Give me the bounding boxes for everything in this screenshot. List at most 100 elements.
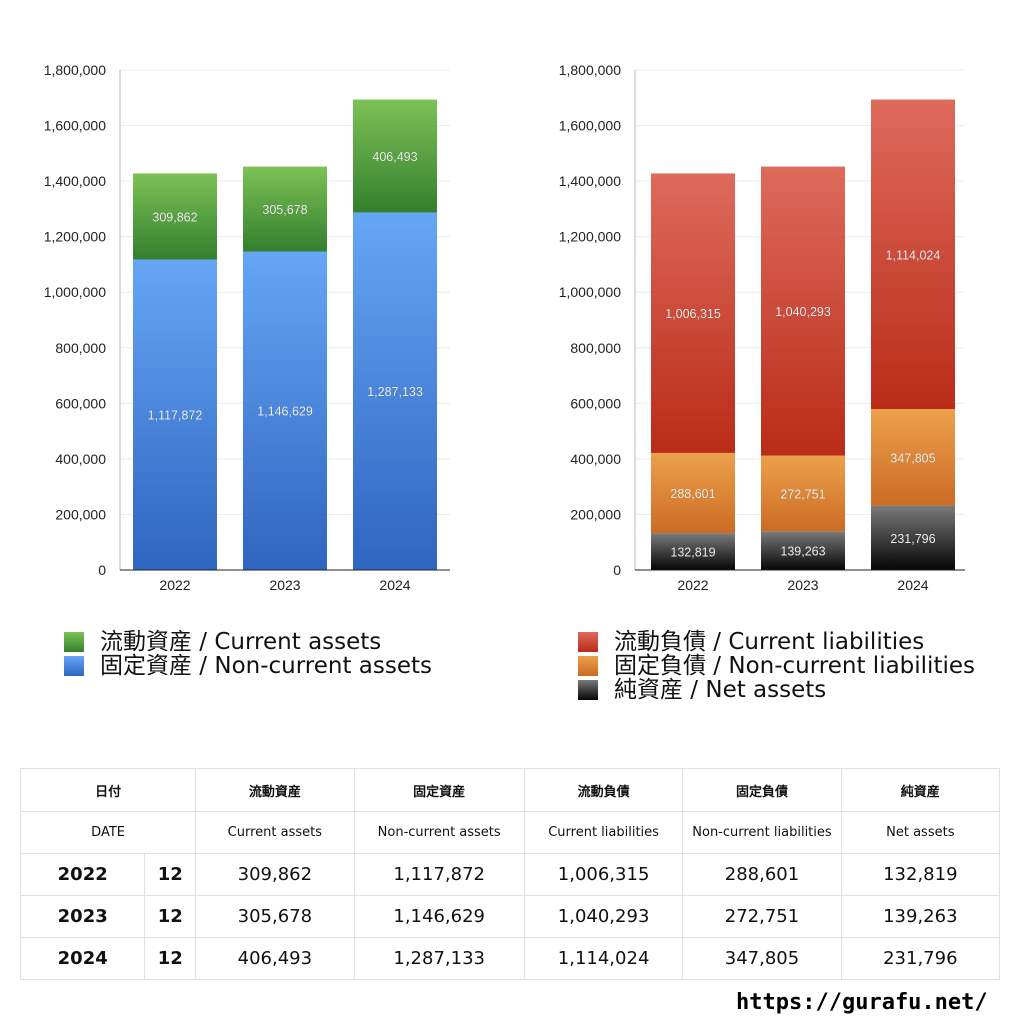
header-cell: Non-current liabilities	[682, 811, 842, 854]
year-cell: 2024	[19, 937, 146, 980]
site-url[interactable]: https://gurafu.net/	[736, 990, 988, 1015]
data-label: 288,601	[670, 487, 715, 501]
header-cell: 純資産	[840, 768, 1001, 812]
bar-segment	[761, 166, 845, 456]
assets-chart: 0 200,000 400,000 600,000 800,000 1,000,000 1,…	[44, 62, 965, 593]
y-tick-label: 200,000	[55, 506, 106, 522]
year-cell: 2022	[19, 853, 146, 896]
table-row: 2024 12 406,493 1,287,133 1,114,024 347,…	[19, 937, 1001, 980]
data-label: 272,751	[780, 487, 825, 501]
data-label: 1,287,133	[367, 385, 423, 399]
legend-item-non-current-liabilities: 固定負債 / Non-current liabilities	[578, 654, 975, 678]
legend-item-current-assets: 流動資産 / Current assets	[64, 630, 432, 654]
y-tick-label: 1,800,000	[559, 62, 621, 78]
data-label: 1,146,629	[257, 405, 313, 419]
legend-item-current-liabilities: 流動負債 / Current liabilities	[578, 630, 975, 654]
value-cell: 231,796	[840, 937, 1001, 980]
month-cell: 12	[144, 895, 197, 938]
data-label: 139,263	[780, 545, 825, 559]
y-tick-label: 1,000,000	[559, 284, 621, 300]
value-cell: 288,601	[682, 853, 842, 896]
value-cell: 139,263	[840, 895, 1001, 938]
month-cell: 12	[144, 853, 197, 896]
value-cell: 347,805	[682, 937, 842, 980]
y-tick-label: 1,400,000	[559, 173, 621, 189]
legend-label: 固定負債 / Non-current liabilities	[614, 653, 975, 679]
header-cell: DATE	[19, 811, 197, 854]
table-row: 2022 12 309,862 1,117,872 1,006,315 288,…	[19, 853, 1001, 896]
value-cell: 1,287,133	[353, 937, 525, 980]
header-cell: Non-current assets	[353, 811, 525, 854]
bar-segment	[353, 212, 437, 570]
legend-swatch-orange	[578, 656, 598, 676]
data-label: 1,006,315	[665, 307, 721, 321]
y-tick-label: 400,000	[570, 451, 621, 467]
legend-item-non-current-assets: 固定資産 / Non-current assets	[64, 654, 432, 678]
bar-segment	[133, 259, 217, 570]
x-tick-label: 2022	[677, 577, 708, 593]
value-cell: 1,146,629	[353, 895, 525, 938]
bar-segment	[651, 452, 735, 534]
y-tick-label: 0	[613, 562, 621, 578]
y-tick-label: 1,200,000	[559, 229, 621, 245]
header-cell: 固定資産	[353, 768, 525, 812]
table-row: 2023 12 305,678 1,146,629 1,040,293 272,…	[19, 895, 1001, 938]
bar-segment	[651, 173, 735, 453]
data-label: 406,493	[372, 150, 417, 164]
bar-segment	[133, 173, 217, 260]
y-tick-label: 600,000	[570, 395, 621, 411]
table-header-en: DATE Current assets Non-current assets C…	[19, 811, 1001, 854]
legend-label: 流動資産 / Current assets	[100, 629, 382, 655]
month-cell: 12	[144, 937, 197, 980]
bar-segment	[871, 505, 955, 570]
header-cell: Net assets	[840, 811, 1001, 854]
x-tick-label: 2022	[159, 577, 190, 593]
value-cell: 309,862	[195, 853, 355, 896]
bar-segment	[243, 166, 327, 252]
legend-swatch-red	[578, 632, 598, 652]
bar-segment	[761, 531, 845, 570]
data-label: 1,040,293	[775, 305, 831, 319]
legend-swatch-black	[578, 680, 598, 700]
y-tick-label: 1,200,000	[44, 229, 106, 245]
year-cell: 2023	[19, 895, 146, 938]
value-cell: 305,678	[195, 895, 355, 938]
legend-swatch-green	[64, 632, 84, 652]
data-label: 1,114,024	[886, 248, 941, 262]
value-cell: 1,114,024	[523, 937, 684, 980]
legend-label: 純資産 / Net assets	[614, 677, 827, 703]
y-tick-label: 400,000	[55, 451, 106, 467]
y-tick-label: 0	[98, 562, 106, 578]
value-cell: 272,751	[682, 895, 842, 938]
y-tick-label: 1,600,000	[44, 118, 106, 134]
value-cell: 1,040,293	[523, 895, 684, 938]
bar-segment	[651, 533, 735, 570]
header-cell: 日付	[19, 768, 197, 812]
bar-segment	[871, 408, 955, 506]
x-tick-label: 2024	[379, 577, 410, 593]
data-label: 305,678	[262, 203, 307, 217]
legend-label: 固定資産 / Non-current assets	[100, 653, 433, 679]
bar-segment	[243, 251, 327, 570]
legend-label: 流動負債 / Current liabilities	[614, 629, 925, 655]
table-header-jp: 日付 流動資産 固定資産 流動負債 固定負債 純資産	[19, 768, 1001, 812]
bar-segment	[871, 99, 955, 409]
bar-segment	[761, 455, 845, 532]
y-tick-label: 600,000	[55, 395, 106, 411]
y-tick-label: 1,000,000	[44, 284, 106, 300]
x-tick-label: 2023	[269, 577, 300, 593]
data-table: 日付 流動資産 固定資産 流動負債 固定負債 純資産 DATE Current …	[19, 768, 1001, 980]
y-tick-label: 800,000	[570, 340, 621, 356]
header-cell: Current liabilities	[523, 811, 684, 854]
legend-item-net-assets: 純資産 / Net assets	[578, 678, 975, 702]
bar-segment	[353, 99, 437, 213]
value-cell: 132,819	[840, 853, 1001, 896]
value-cell: 406,493	[195, 937, 355, 980]
header-cell: 流動負債	[523, 768, 684, 812]
data-label: 1,117,872	[148, 409, 203, 423]
x-tick-label: 2023	[787, 577, 818, 593]
data-label: 231,796	[890, 532, 935, 546]
x-tick-label: 2024	[897, 577, 928, 593]
header-cell: 固定負債	[682, 768, 842, 812]
data-label: 347,805	[890, 451, 935, 465]
